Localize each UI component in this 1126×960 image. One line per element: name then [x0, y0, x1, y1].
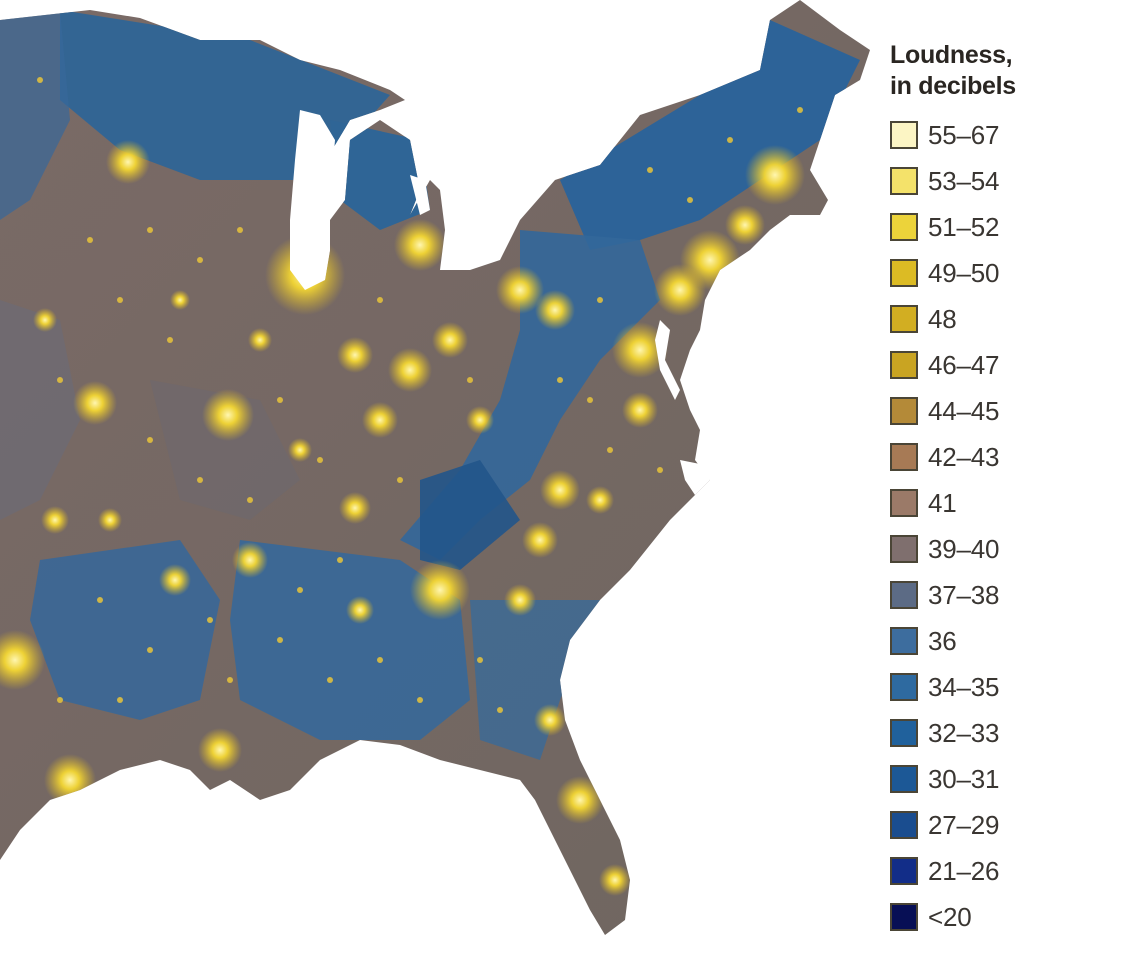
legend: Loudness, in decibels 55–67 53–54 51–52 49–…: [890, 40, 1120, 940]
legend-swatch: [890, 581, 918, 609]
legend-label: 53–54: [928, 165, 1000, 196]
legend-item: 55–67: [890, 112, 1120, 158]
map-svg: [0, 0, 870, 935]
legend-swatch: [890, 121, 918, 149]
legend-swatch: [890, 167, 918, 195]
legend-swatch: [890, 305, 918, 333]
legend-item: 46–47: [890, 342, 1120, 388]
legend-label: 27–29: [928, 809, 1000, 840]
legend-label: 39–40: [928, 533, 1000, 564]
legend-label: 41: [928, 487, 957, 518]
legend-swatch: [890, 673, 918, 701]
legend-item: 36: [890, 618, 1120, 664]
chesapeake-bay: [655, 320, 680, 400]
noise-map: [0, 0, 870, 935]
legend-item: 27–29: [890, 802, 1120, 848]
legend-item: 42–43: [890, 434, 1120, 480]
legend-item: 32–33: [890, 710, 1120, 756]
legend-item: 34–35: [890, 664, 1120, 710]
legend-swatch: [890, 489, 918, 517]
legend-label: 44–45: [928, 395, 1000, 426]
legend-item: 41: [890, 480, 1120, 526]
legend-item: <20: [890, 894, 1120, 940]
legend-item: 37–38: [890, 572, 1120, 618]
lake-michigan: [290, 110, 335, 290]
legend-swatch: [890, 443, 918, 471]
lake-huron-bay: [410, 175, 430, 215]
legend-rows: 55–67 53–54 51–52 49–50 48 46–47 44–45 42–43 41 3…: [890, 112, 1120, 940]
legend-swatch: [890, 765, 918, 793]
legend-item: 49–50: [890, 250, 1120, 296]
legend-title: Loudness, in decibels: [890, 40, 1120, 102]
legend-swatch: [890, 719, 918, 747]
legend-label: 48: [928, 303, 957, 334]
legend-item: 30–31: [890, 756, 1120, 802]
legend-swatch: [890, 903, 918, 931]
pamlico-sound: [680, 460, 710, 495]
legend-item: 48: [890, 296, 1120, 342]
legend-label: 32–33: [928, 717, 1000, 748]
legend-swatch: [890, 627, 918, 655]
legend-item: 44–45: [890, 388, 1120, 434]
legend-label: 21–26: [928, 855, 1000, 886]
legend-swatch: [890, 535, 918, 563]
legend-swatch: [890, 857, 918, 885]
legend-swatch: [890, 351, 918, 379]
legend-item: 53–54: [890, 158, 1120, 204]
legend-label: 30–31: [928, 763, 1000, 794]
city-glows: [0, 140, 805, 896]
legend-label: 55–67: [928, 119, 1000, 150]
legend-title-line1: Loudness,: [890, 41, 1013, 69]
legend-item: 39–40: [890, 526, 1120, 572]
legend-title-line2: in decibels: [890, 72, 1016, 100]
legend-label: 36: [928, 625, 957, 656]
legend-swatch: [890, 213, 918, 241]
legend-swatch: [890, 259, 918, 287]
legend-label: 37–38: [928, 579, 1000, 610]
legend-label: 51–52: [928, 211, 1000, 242]
legend-label: 34–35: [928, 671, 1000, 702]
legend-label: 49–50: [928, 257, 1000, 288]
legend-label: <20: [928, 901, 972, 932]
legend-swatch: [890, 397, 918, 425]
legend-item: 51–52: [890, 204, 1120, 250]
legend-swatch: [890, 811, 918, 839]
legend-label: 42–43: [928, 441, 1000, 472]
legend-label: 46–47: [928, 349, 1000, 380]
legend-item: 21–26: [890, 848, 1120, 894]
town-dots: [37, 77, 803, 713]
